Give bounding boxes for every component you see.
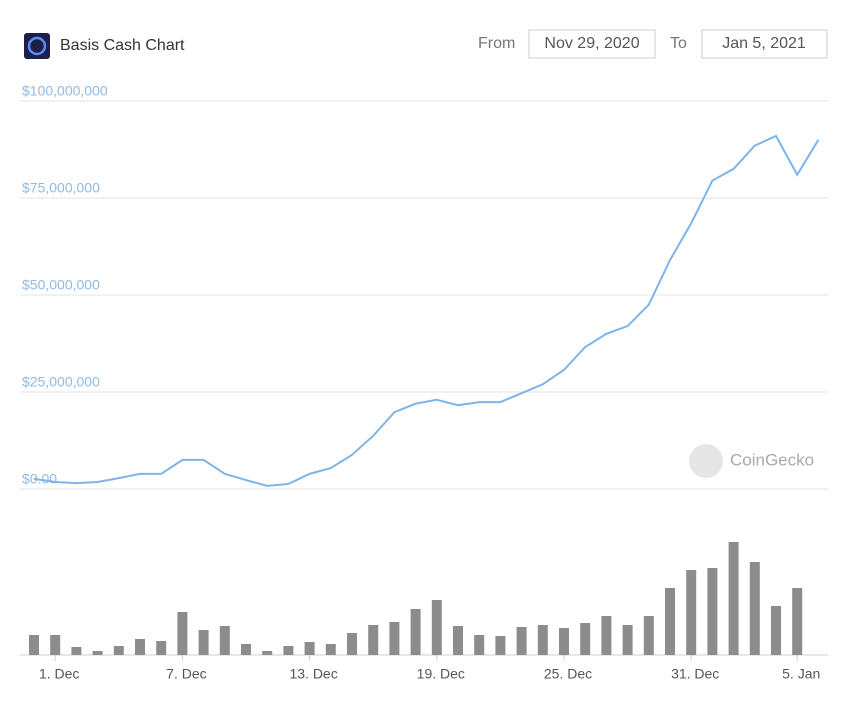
volume-bar	[156, 641, 167, 655]
volume-bar	[29, 635, 39, 655]
volume-bar	[389, 622, 400, 655]
volume-bar	[177, 612, 188, 655]
to-label: To	[670, 35, 687, 52]
volume-bar	[325, 644, 336, 655]
y-tick-label: $0.00	[22, 471, 57, 487]
volume-bar	[92, 651, 103, 655]
x-tick-label: 5. Jan	[782, 666, 820, 682]
volume-bar	[262, 651, 273, 655]
watermark: CoinGecko	[730, 450, 814, 469]
volume-bar	[516, 627, 527, 655]
volume-bar	[71, 647, 82, 655]
to-date: Jan 5, 2021	[722, 35, 806, 52]
y-tick-label: $25,000,000	[22, 374, 100, 390]
volume-bar	[431, 600, 442, 655]
x-tick-label: 13. Dec	[289, 666, 337, 682]
volume-bar	[559, 628, 569, 655]
volume-bar	[580, 623, 591, 655]
volume-bar	[50, 635, 61, 655]
x-tick-label: 31. Dec	[671, 666, 719, 682]
volume-bar	[495, 636, 506, 655]
logo-mark	[27, 36, 47, 56]
volume-bar	[368, 625, 379, 655]
price-line	[33, 134, 820, 487]
x-tick-label: 19. Dec	[417, 666, 465, 682]
to-input[interactable]	[701, 29, 828, 59]
volume-bar	[135, 639, 145, 655]
y-tick-label: $50,000,000	[22, 277, 100, 293]
volume-bar	[537, 625, 548, 655]
volume-bar	[453, 626, 463, 655]
chart-title: Basis Cash Chart	[60, 37, 185, 54]
volume-bar	[686, 570, 697, 655]
volume-bar	[749, 562, 760, 655]
from-input[interactable]	[528, 29, 656, 59]
volume-bar	[622, 625, 633, 655]
volume-bar	[304, 642, 315, 655]
from-date: Nov 29, 2020	[544, 35, 639, 52]
volume-bar	[347, 633, 357, 655]
volume-bar	[198, 630, 209, 655]
from-label: From	[478, 35, 515, 52]
x-tick-label: 25. Dec	[544, 666, 592, 682]
volume-bar	[771, 606, 781, 655]
volume-bar	[283, 646, 294, 655]
volume-bar	[219, 626, 230, 655]
x-tick-label: 7. Dec	[166, 666, 206, 682]
volume-bar	[474, 635, 485, 655]
volume-bar	[643, 616, 654, 655]
y-tick-label: $100,000,000	[22, 83, 108, 99]
volume-bar	[241, 644, 251, 655]
volume-bar	[601, 616, 612, 655]
volume-bar	[113, 646, 124, 655]
volume-bar	[792, 588, 803, 655]
volume-bar	[728, 542, 739, 655]
volume-bar	[665, 588, 675, 655]
x-tick-label: 1. Dec	[39, 666, 79, 682]
volume-bar	[707, 568, 718, 655]
volume-bar	[410, 609, 421, 655]
y-tick-label: $75,000,000	[22, 180, 100, 196]
watermark-logo	[689, 444, 723, 478]
